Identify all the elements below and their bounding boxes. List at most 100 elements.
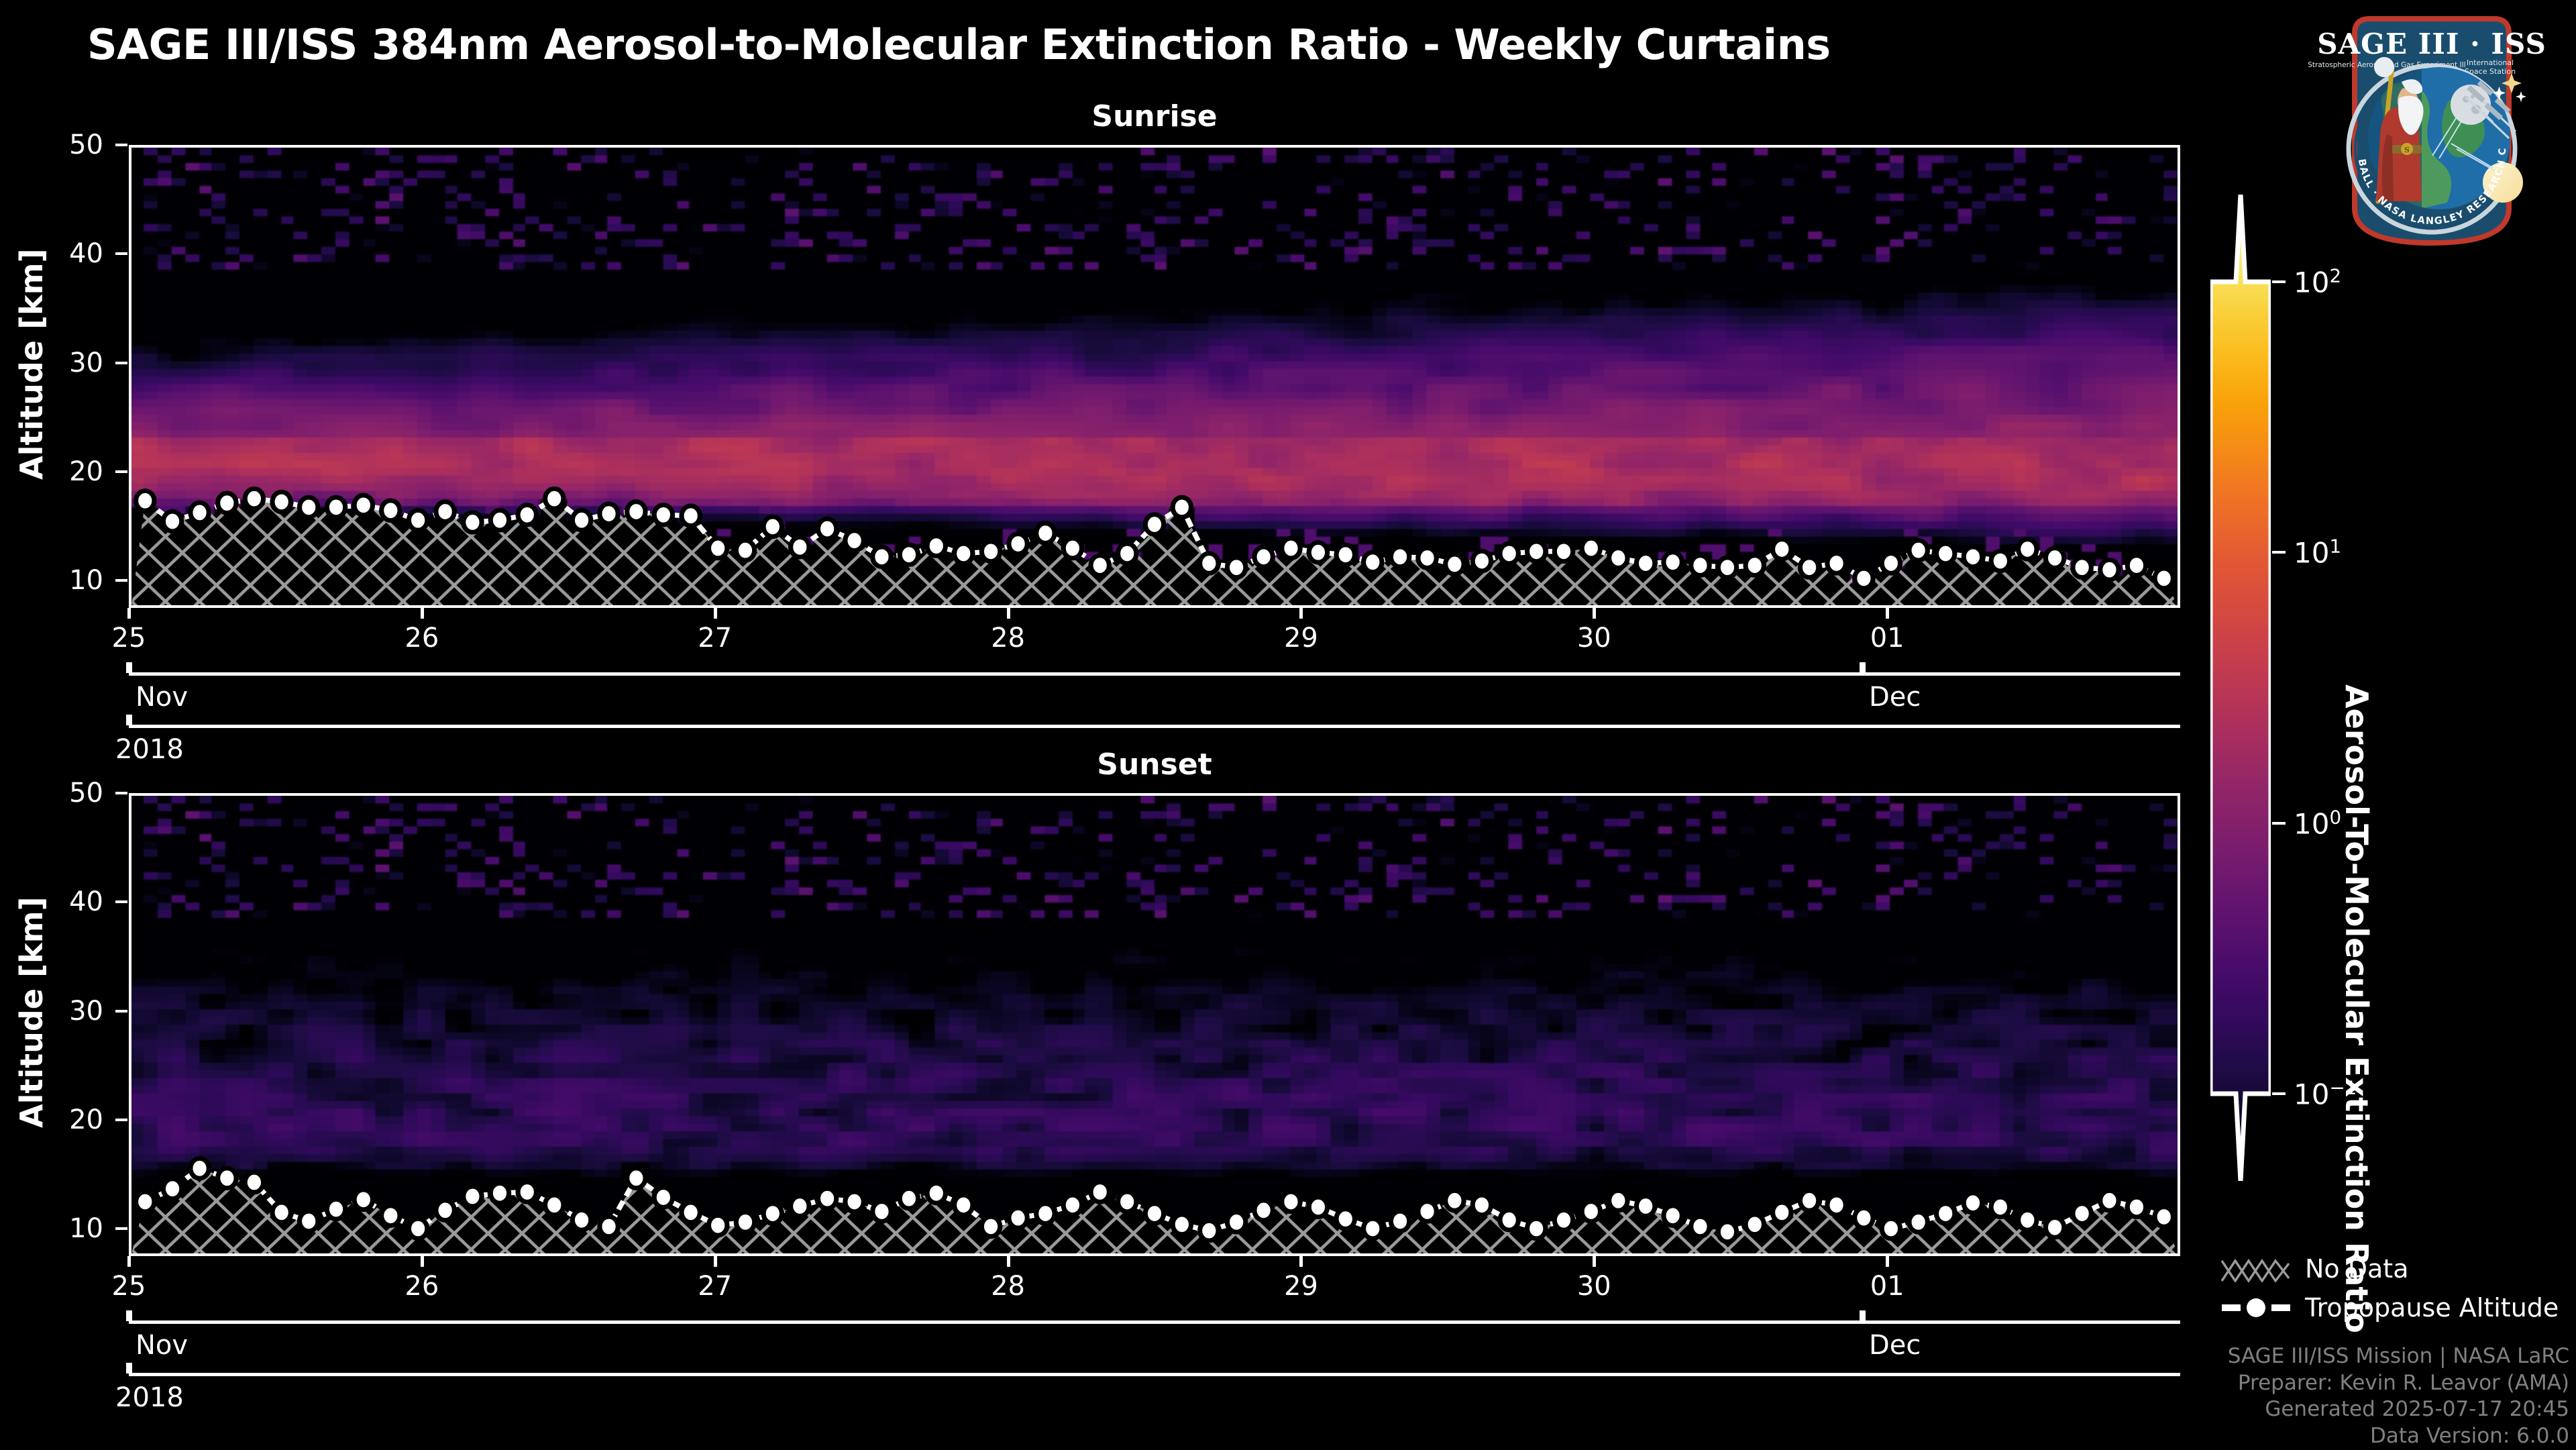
tropopause-marker	[1443, 1188, 1466, 1213]
tropopause-marker	[1088, 553, 1112, 578]
tropopause-marker	[1579, 535, 1603, 561]
tropopause-marker	[733, 1210, 757, 1235]
tropopause-marker	[2125, 553, 2149, 578]
tropopause-marker	[651, 1185, 676, 1210]
y-tick-sunrise-30	[115, 361, 127, 364]
tropopause-series-sunrise	[131, 486, 2178, 605]
axes-sunrise[interactable]	[129, 145, 2180, 608]
tropopause-marker	[897, 1186, 921, 1211]
tropopause-marker	[761, 1201, 785, 1226]
tropopause-marker	[1743, 553, 1767, 578]
x-tick-sunrise-25	[127, 608, 131, 619]
tropopause-marker	[1415, 1199, 1439, 1224]
x-year-rule-sunset	[129, 1373, 2180, 1376]
tropopause-marker	[406, 1216, 430, 1241]
y-tick-sunset-10	[115, 1227, 127, 1231]
x-tick-label-sunset-01: 01	[1870, 1271, 1904, 1302]
tropopause-marker	[215, 1166, 239, 1190]
tropopause-marker	[2043, 1215, 2067, 1240]
x-tick-sunrise-26	[420, 608, 424, 619]
tropopause-marker	[1115, 541, 1139, 566]
x-tick-sunrise-30	[1593, 608, 1597, 619]
hatch-swatch-icon	[2220, 1255, 2292, 1284]
tropopause-marker	[297, 495, 321, 520]
tropopause-marker	[1688, 1214, 1712, 1239]
tropopause-marker	[788, 535, 812, 560]
tropopause-marker	[1224, 555, 1248, 580]
tropopause-marker	[706, 1213, 730, 1238]
y-tick-sunset-40	[115, 900, 127, 904]
tropopause-marker	[133, 1189, 157, 1214]
tropopause-marker	[788, 1194, 812, 1219]
tropopause-marker	[542, 1192, 566, 1218]
x-tick-sunrise-01	[1886, 608, 1890, 619]
tropopause-marker	[406, 508, 430, 533]
tropopause-marker	[2152, 566, 2176, 591]
colorbar-tick-2	[2272, 821, 2286, 825]
panel-sunrise: Sunrise	[129, 99, 2180, 608]
legend-label-no-data: No Data	[2305, 1254, 2409, 1284]
x-year-tick-sunset-2018	[126, 1363, 132, 1374]
tropopause-marker	[433, 1198, 457, 1223]
tropopause-marker	[924, 533, 949, 558]
tropopause-marker	[188, 500, 211, 525]
tropopause-marker	[352, 1187, 376, 1212]
tropopause-marker	[515, 503, 539, 527]
tropopause-marker	[1088, 1180, 1112, 1204]
tropopause-marker	[242, 486, 266, 511]
tropopause-series-sunset	[131, 1156, 2178, 1253]
colorbar[interactable]	[2210, 195, 2271, 1181]
credits-block: SAGE III/ISS Mission | NASA LaRC Prepare…	[2228, 1343, 2569, 1450]
axes-sunset[interactable]	[129, 793, 2180, 1256]
tropopause-marker	[160, 509, 184, 534]
tropopause-marker	[1061, 1192, 1085, 1218]
no-data-hatch-region	[131, 1168, 2178, 1253]
tropopause-marker	[133, 488, 157, 513]
tropopause-marker	[1825, 551, 1848, 576]
tropopause-marker	[1715, 1219, 1739, 1245]
tropopause-marker	[379, 1203, 402, 1228]
y-tick-label-sunrise-20: 20	[69, 456, 103, 488]
tropopause-marker	[1360, 550, 1385, 574]
x-year-tick-sunrise-2018	[126, 715, 132, 725]
tropopause-marker	[1470, 1192, 1494, 1218]
x-tick-label-sunrise-28: 28	[991, 623, 1026, 654]
tropopause-marker	[515, 1180, 539, 1204]
tropopause-marker	[461, 1184, 484, 1209]
tropopause-marker	[1334, 1206, 1358, 1231]
tropopause-marker	[1933, 541, 1957, 566]
tropopause-marker	[1142, 512, 1167, 537]
tropopause-marker	[951, 541, 975, 566]
y-tick-label-sunrise-40: 40	[69, 238, 103, 270]
tropopause-marker	[1770, 537, 1794, 562]
tropopause-marker	[597, 501, 621, 526]
credit-line-generated: Generated 2025-07-17 20:45	[2265, 1397, 2569, 1422]
y-tick-label-sunset-40: 40	[69, 886, 103, 918]
x-month-tick-sunrise-Nov	[126, 662, 132, 673]
tropopause-marker	[1252, 1198, 1275, 1223]
legend-item-no-data: No Data	[2220, 1249, 2559, 1288]
tropopause-marker	[1142, 1201, 1167, 1226]
tropopause-marker	[160, 1176, 184, 1201]
y-tick-label-sunrise-10: 10	[69, 565, 103, 597]
tropopause-marker	[951, 1192, 975, 1218]
tropopause-marker	[1852, 566, 1876, 591]
x-year-label-sunset-2018: 2018	[115, 1382, 184, 1413]
x-month-tick-sunset-Dec	[1860, 1310, 1866, 1321]
tropopause-marker	[1661, 1203, 1684, 1228]
tropopause-marker	[1170, 495, 1194, 520]
x-tick-label-sunset-30: 30	[1576, 1271, 1611, 1302]
tropopause-marker	[733, 537, 757, 563]
tropopause-marker	[2016, 1208, 2039, 1233]
tropopause-marker	[625, 1166, 648, 1190]
tropopause-marker	[1388, 544, 1412, 570]
colorbar-tick-label-0: 102	[2294, 264, 2342, 299]
panel-title-sunrise: Sunrise	[1091, 99, 1218, 134]
tropopause-marker	[706, 535, 730, 561]
tropopause-marker	[570, 508, 594, 533]
tropopause-marker	[352, 493, 376, 517]
tropopause-marker	[1688, 553, 1712, 578]
x-tick-sunrise-27	[713, 608, 717, 619]
tropopause-marker	[1279, 1189, 1303, 1214]
legend-item-tropopause: Tropopause Altitude	[2220, 1288, 2559, 1327]
